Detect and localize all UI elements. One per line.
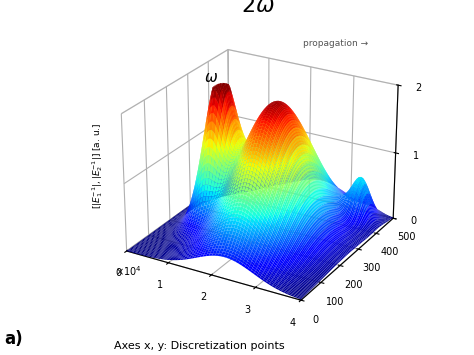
Text: $[|E_1^{-1}|, |E_2^{-1}|]$ [a. u.]: $[|E_1^{-1}|, |E_2^{-1}|]$ [a. u.]	[90, 123, 105, 209]
Text: a): a)	[5, 330, 23, 348]
Text: Axes x, y: Discretization points: Axes x, y: Discretization points	[114, 342, 284, 351]
Text: $\times10^4$: $\times10^4$	[115, 264, 142, 278]
Title: $2\omega$: $2\omega$	[241, 0, 275, 17]
